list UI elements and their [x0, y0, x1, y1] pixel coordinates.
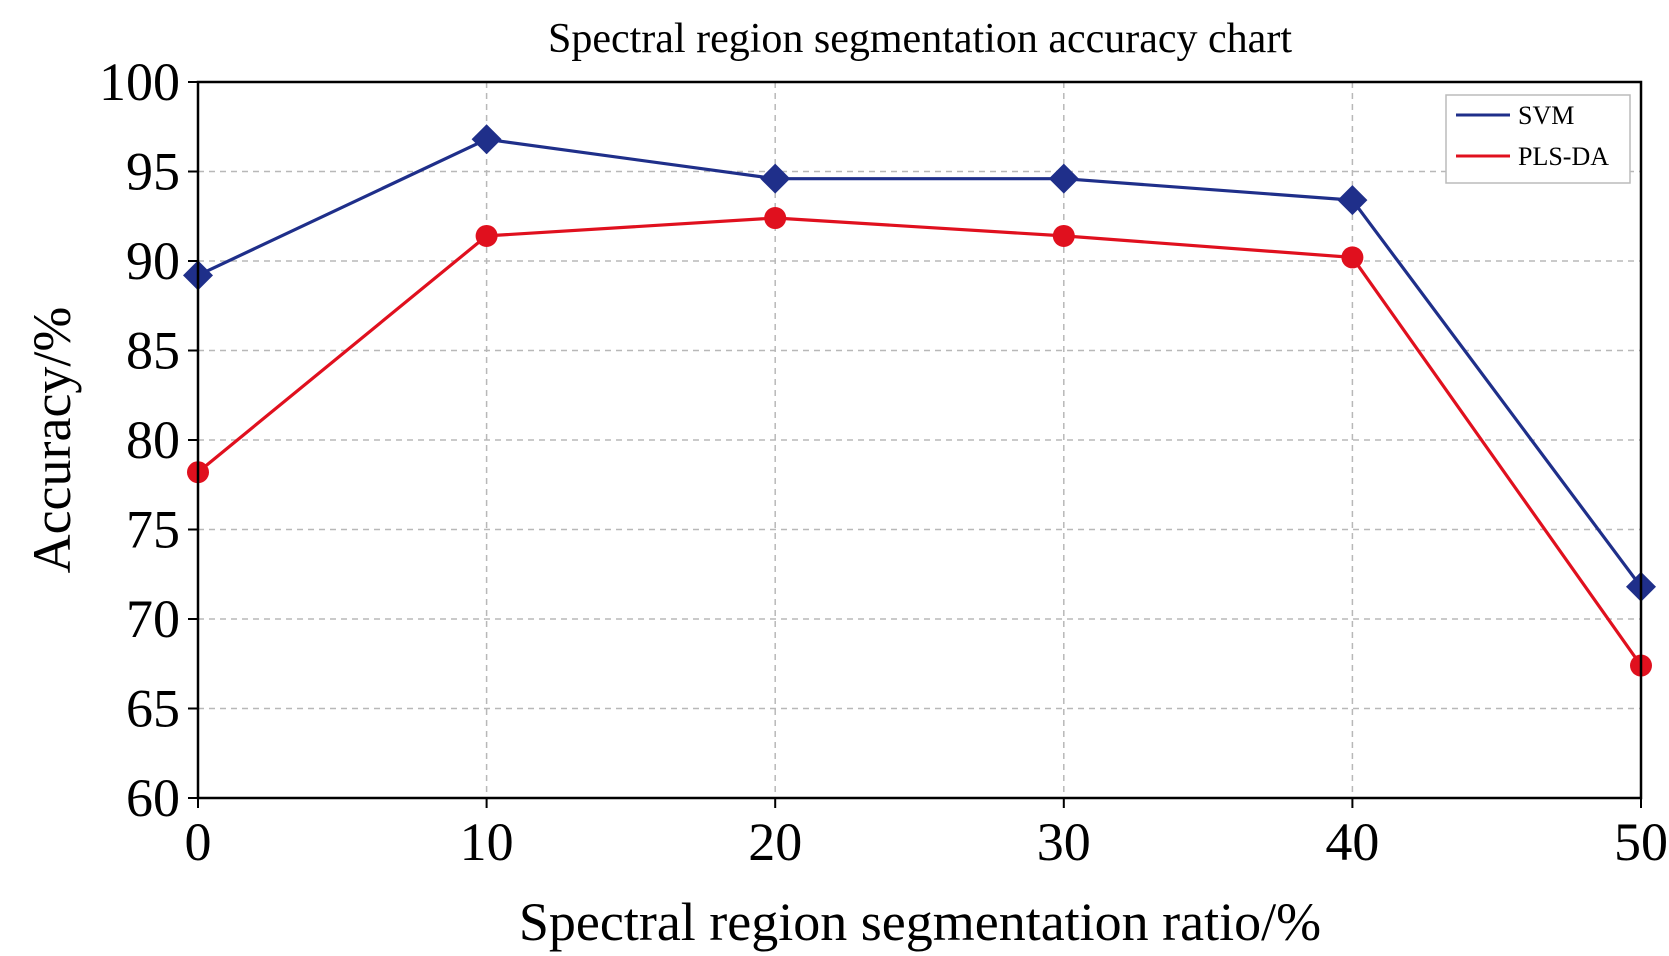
chart-title: Spectral region segmentation accuracy ch… [548, 16, 1292, 62]
legend-label-svm: SVM [1518, 101, 1574, 130]
y-tick-label: 75 [126, 500, 180, 560]
x-tick-label: 0 [185, 812, 212, 872]
series-layer [183, 124, 1656, 677]
data-point-pls-da [475, 224, 498, 247]
x-axis-label: Spectral region segmentation ratio/% [519, 892, 1321, 952]
series-svm [183, 124, 1656, 602]
series-line-pls-da [196, 216, 1643, 667]
data-point-svm [1048, 163, 1079, 194]
y-tick-label: 70 [126, 589, 180, 649]
x-axis: 0 10 20 30 40 50 [185, 798, 1668, 872]
y-tick-label: 90 [126, 231, 180, 291]
legend-box [1445, 94, 1631, 184]
series-pls-da [187, 207, 1652, 677]
series-line-svm [197, 137, 1643, 588]
x-tick-label: 30 [1037, 812, 1091, 872]
y-tick-label: 95 [126, 142, 180, 202]
x-tick-label: 10 [460, 812, 514, 872]
y-tick-label: 80 [126, 410, 180, 470]
x-tick-label: 40 [1325, 812, 1379, 872]
grid-layer [198, 82, 1641, 798]
data-point-pls-da [764, 207, 787, 230]
x-tick-label: 20 [748, 812, 802, 872]
y-axis-label: Accuracy/% [22, 307, 82, 574]
y-tick-label: 65 [126, 679, 180, 739]
legend: SVM PLS-DA [1445, 94, 1631, 184]
y-tick-label: 60 [126, 768, 180, 828]
x-tick-label: 50 [1614, 812, 1668, 872]
legend-label-pls-da: PLS-DA [1518, 142, 1609, 171]
data-point-svm [471, 124, 502, 155]
data-point-svm [760, 163, 791, 194]
data-point-svm [1337, 185, 1368, 216]
data-point-pls-da [1341, 246, 1364, 269]
data-point-pls-da [1052, 224, 1075, 247]
y-tick-label: 85 [126, 321, 180, 381]
y-tick-label: 100 [99, 52, 180, 112]
y-axis: 60 65 70 75 80 85 90 95 100 [99, 52, 198, 828]
